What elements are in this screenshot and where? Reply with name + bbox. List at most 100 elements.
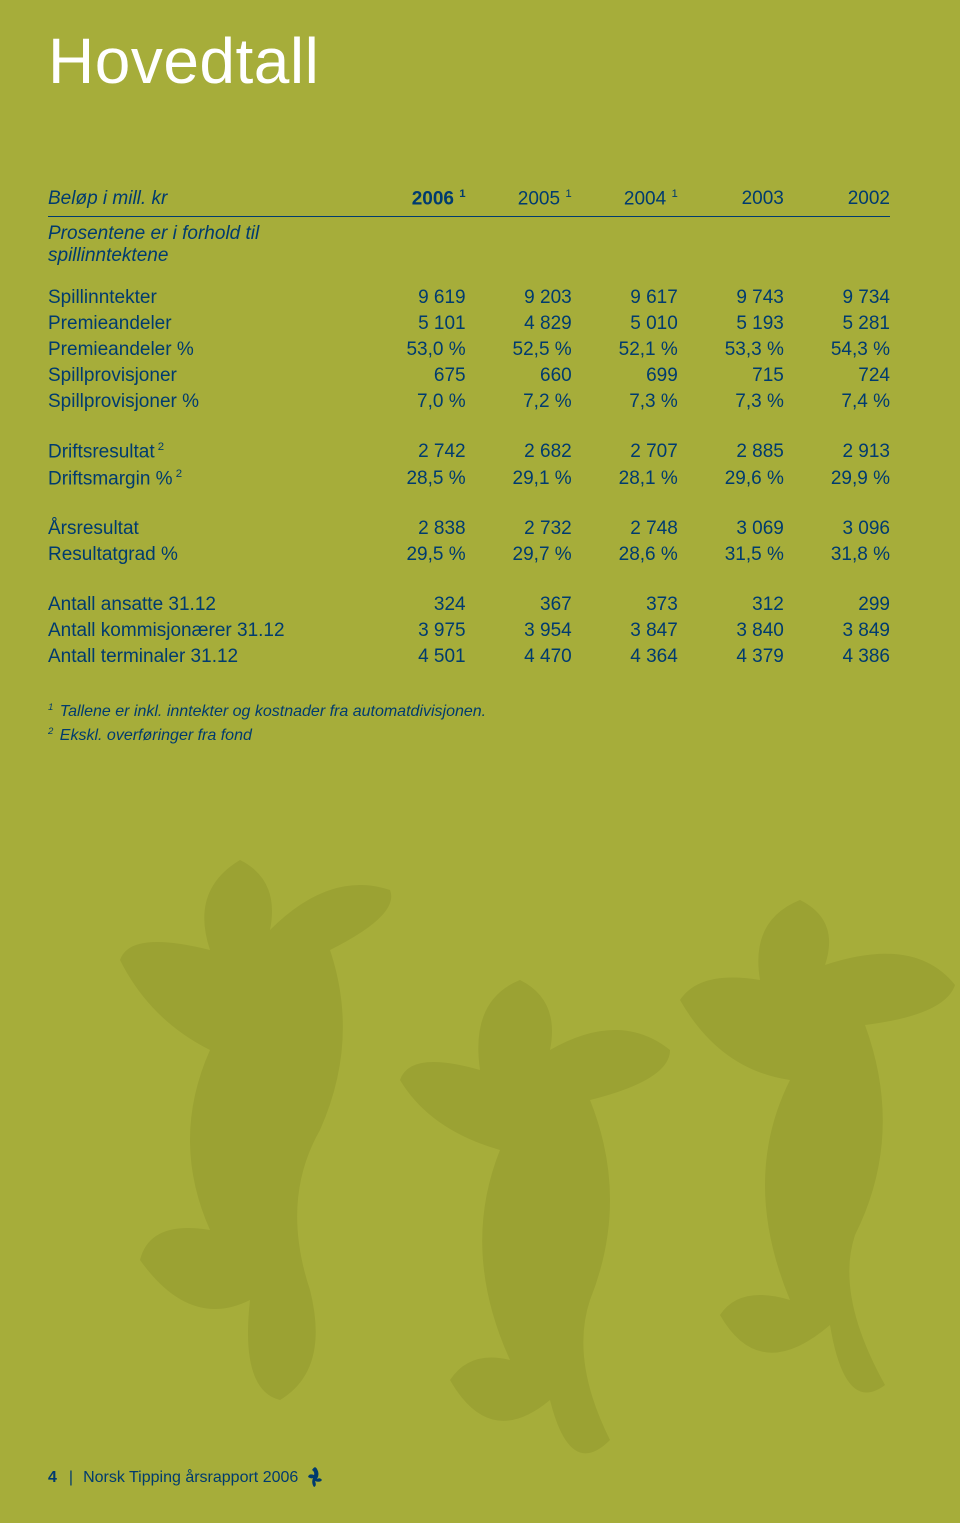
row-value: 9 743 (678, 285, 784, 311)
row-value: 4 501 (360, 644, 466, 670)
row-value: 3 849 (784, 618, 890, 644)
row-value: 299 (784, 568, 890, 618)
row-value: 5 193 (678, 311, 784, 337)
table-row: Antall kommisjonærer 31.123 9753 9543 84… (48, 618, 890, 644)
table-row: Premieandeler %53,0 %52,5 %52,1 %53,3 %5… (48, 337, 890, 363)
row-value: 4 829 (466, 311, 572, 337)
row-label: Spillprovisjoner % (48, 389, 360, 415)
row-value: 5 010 (572, 311, 678, 337)
table-row: Årsresultat2 8382 7322 7483 0693 096 (48, 492, 890, 542)
row-value: 5 281 (784, 311, 890, 337)
row-label: Spillprovisjoner (48, 363, 360, 389)
row-value: 29,1 % (466, 466, 572, 492)
row-value: 312 (678, 568, 784, 618)
row-label: Driftsresultat 2 (48, 415, 360, 465)
row-value: 9 203 (466, 285, 572, 311)
subtitle-text: Prosentene er i forhold tilspillinntekte… (48, 217, 890, 286)
row-value: 724 (784, 363, 890, 389)
row-value: 28,5 % (360, 466, 466, 492)
header-year-1: 2005 1 (466, 188, 572, 217)
footnote-1: 1 Tallene er inkl. inntekter og kostnade… (48, 700, 960, 724)
key-figures-table: Beløp i mill. kr 2006 1 2005 1 2004 1 20… (0, 98, 960, 670)
row-value: 2 748 (572, 492, 678, 542)
row-value: 2 682 (466, 415, 572, 465)
row-value: 29,9 % (784, 466, 890, 492)
header-year-0: 2006 1 (360, 188, 466, 217)
table-row: Resultatgrad %29,5 %29,7 %28,6 %31,5 %31… (48, 542, 890, 568)
footer-logo-icon (308, 1467, 326, 1489)
row-value: 29,7 % (466, 542, 572, 568)
row-value: 4 470 (466, 644, 572, 670)
row-value: 324 (360, 568, 466, 618)
footer-text: Norsk Tipping årsrapport 2006 (83, 1469, 298, 1487)
row-value: 715 (678, 363, 784, 389)
row-value: 52,5 % (466, 337, 572, 363)
row-value: 9 617 (572, 285, 678, 311)
row-value: 3 069 (678, 492, 784, 542)
row-value: 9 619 (360, 285, 466, 311)
header-label: Beløp i mill. kr (48, 188, 360, 217)
row-label: Premieandeler % (48, 337, 360, 363)
row-value: 2 885 (678, 415, 784, 465)
header-year-4: 2002 (784, 188, 890, 217)
row-value: 31,8 % (784, 542, 890, 568)
row-value: 9 734 (784, 285, 890, 311)
row-value: 7,3 % (572, 389, 678, 415)
table-row: Spillprovisjoner675660699715724 (48, 363, 890, 389)
row-value: 3 096 (784, 492, 890, 542)
row-label: Antall kommisjonærer 31.12 (48, 618, 360, 644)
header-year-3: 2003 (678, 188, 784, 217)
row-value: 660 (466, 363, 572, 389)
footnotes: 1 Tallene er inkl. inntekter og kostnade… (48, 700, 960, 748)
row-value: 4 386 (784, 644, 890, 670)
row-label: Driftsmargin % 2 (48, 466, 360, 492)
row-value: 3 840 (678, 618, 784, 644)
row-value: 53,3 % (678, 337, 784, 363)
footnote-2: 2 Ekskl. overføringer fra fond (48, 724, 960, 748)
table-row: Antall terminaler 31.124 5014 4704 364 4 … (48, 644, 890, 670)
table-row: Antall ansatte 31.12324367373312299 (48, 568, 890, 618)
row-label: Spillinntekter (48, 285, 360, 311)
row-value: 31,5 % (678, 542, 784, 568)
row-value: 53,0 % (360, 337, 466, 363)
table-row: Spillinntekter9 6199 2039 6179 7439 734 (48, 285, 890, 311)
row-value: 675 (360, 363, 466, 389)
row-value: 7,0 % (360, 389, 466, 415)
row-value: 7,4 % (784, 389, 890, 415)
row-value: 2 838 (360, 492, 466, 542)
row-value: 3 847 (572, 618, 678, 644)
row-value: 29,6 % (678, 466, 784, 492)
row-value: 52,1 % (572, 337, 678, 363)
row-value: 28,6 % (572, 542, 678, 568)
row-value: 5 101 (360, 311, 466, 337)
row-value: 2 742 (360, 415, 466, 465)
row-value: 2 707 (572, 415, 678, 465)
table-row: Driftsresultat 22 7422 6822 7072 8852 91… (48, 415, 890, 465)
row-value: 28,1 % (572, 466, 678, 492)
row-value: 29,5 % (360, 542, 466, 568)
table-header-row: Beløp i mill. kr 2006 1 2005 1 2004 1 20… (48, 188, 890, 217)
row-value: 4 364 (572, 644, 678, 670)
row-label: Antall terminaler 31.12 (48, 644, 360, 670)
page-footer: 4 | Norsk Tipping årsrapport 2006 (48, 1467, 326, 1489)
row-value: 3 954 (466, 618, 572, 644)
row-value: 699 (572, 363, 678, 389)
row-value: 2 732 (466, 492, 572, 542)
row-label: Resultatgrad % (48, 542, 360, 568)
page-title: Hovedtall (0, 0, 960, 98)
row-label: Premieandeler (48, 311, 360, 337)
table-row: Spillprovisjoner %7,0 %7,2 %7,3 %7,3 %7,… (48, 389, 890, 415)
row-value: 54,3 % (784, 337, 890, 363)
footer-divider: | (69, 1469, 73, 1487)
row-value: 367 (466, 568, 572, 618)
header-year-2: 2004 1 (572, 188, 678, 217)
table-row: Driftsmargin % 228,5 %29,1 %28,1 %29,6 %… (48, 466, 890, 492)
subtitle-row: Prosentene er i forhold tilspillinntekte… (48, 217, 890, 286)
row-value: 2 913 (784, 415, 890, 465)
table-row: Premieandeler5 1014 8295 0105 1935 281 (48, 311, 890, 337)
row-value: 373 (572, 568, 678, 618)
decorative-figures (0, 820, 960, 1520)
page-number: 4 (48, 1469, 57, 1487)
row-value: 7,3 % (678, 389, 784, 415)
row-value: 3 975 (360, 618, 466, 644)
